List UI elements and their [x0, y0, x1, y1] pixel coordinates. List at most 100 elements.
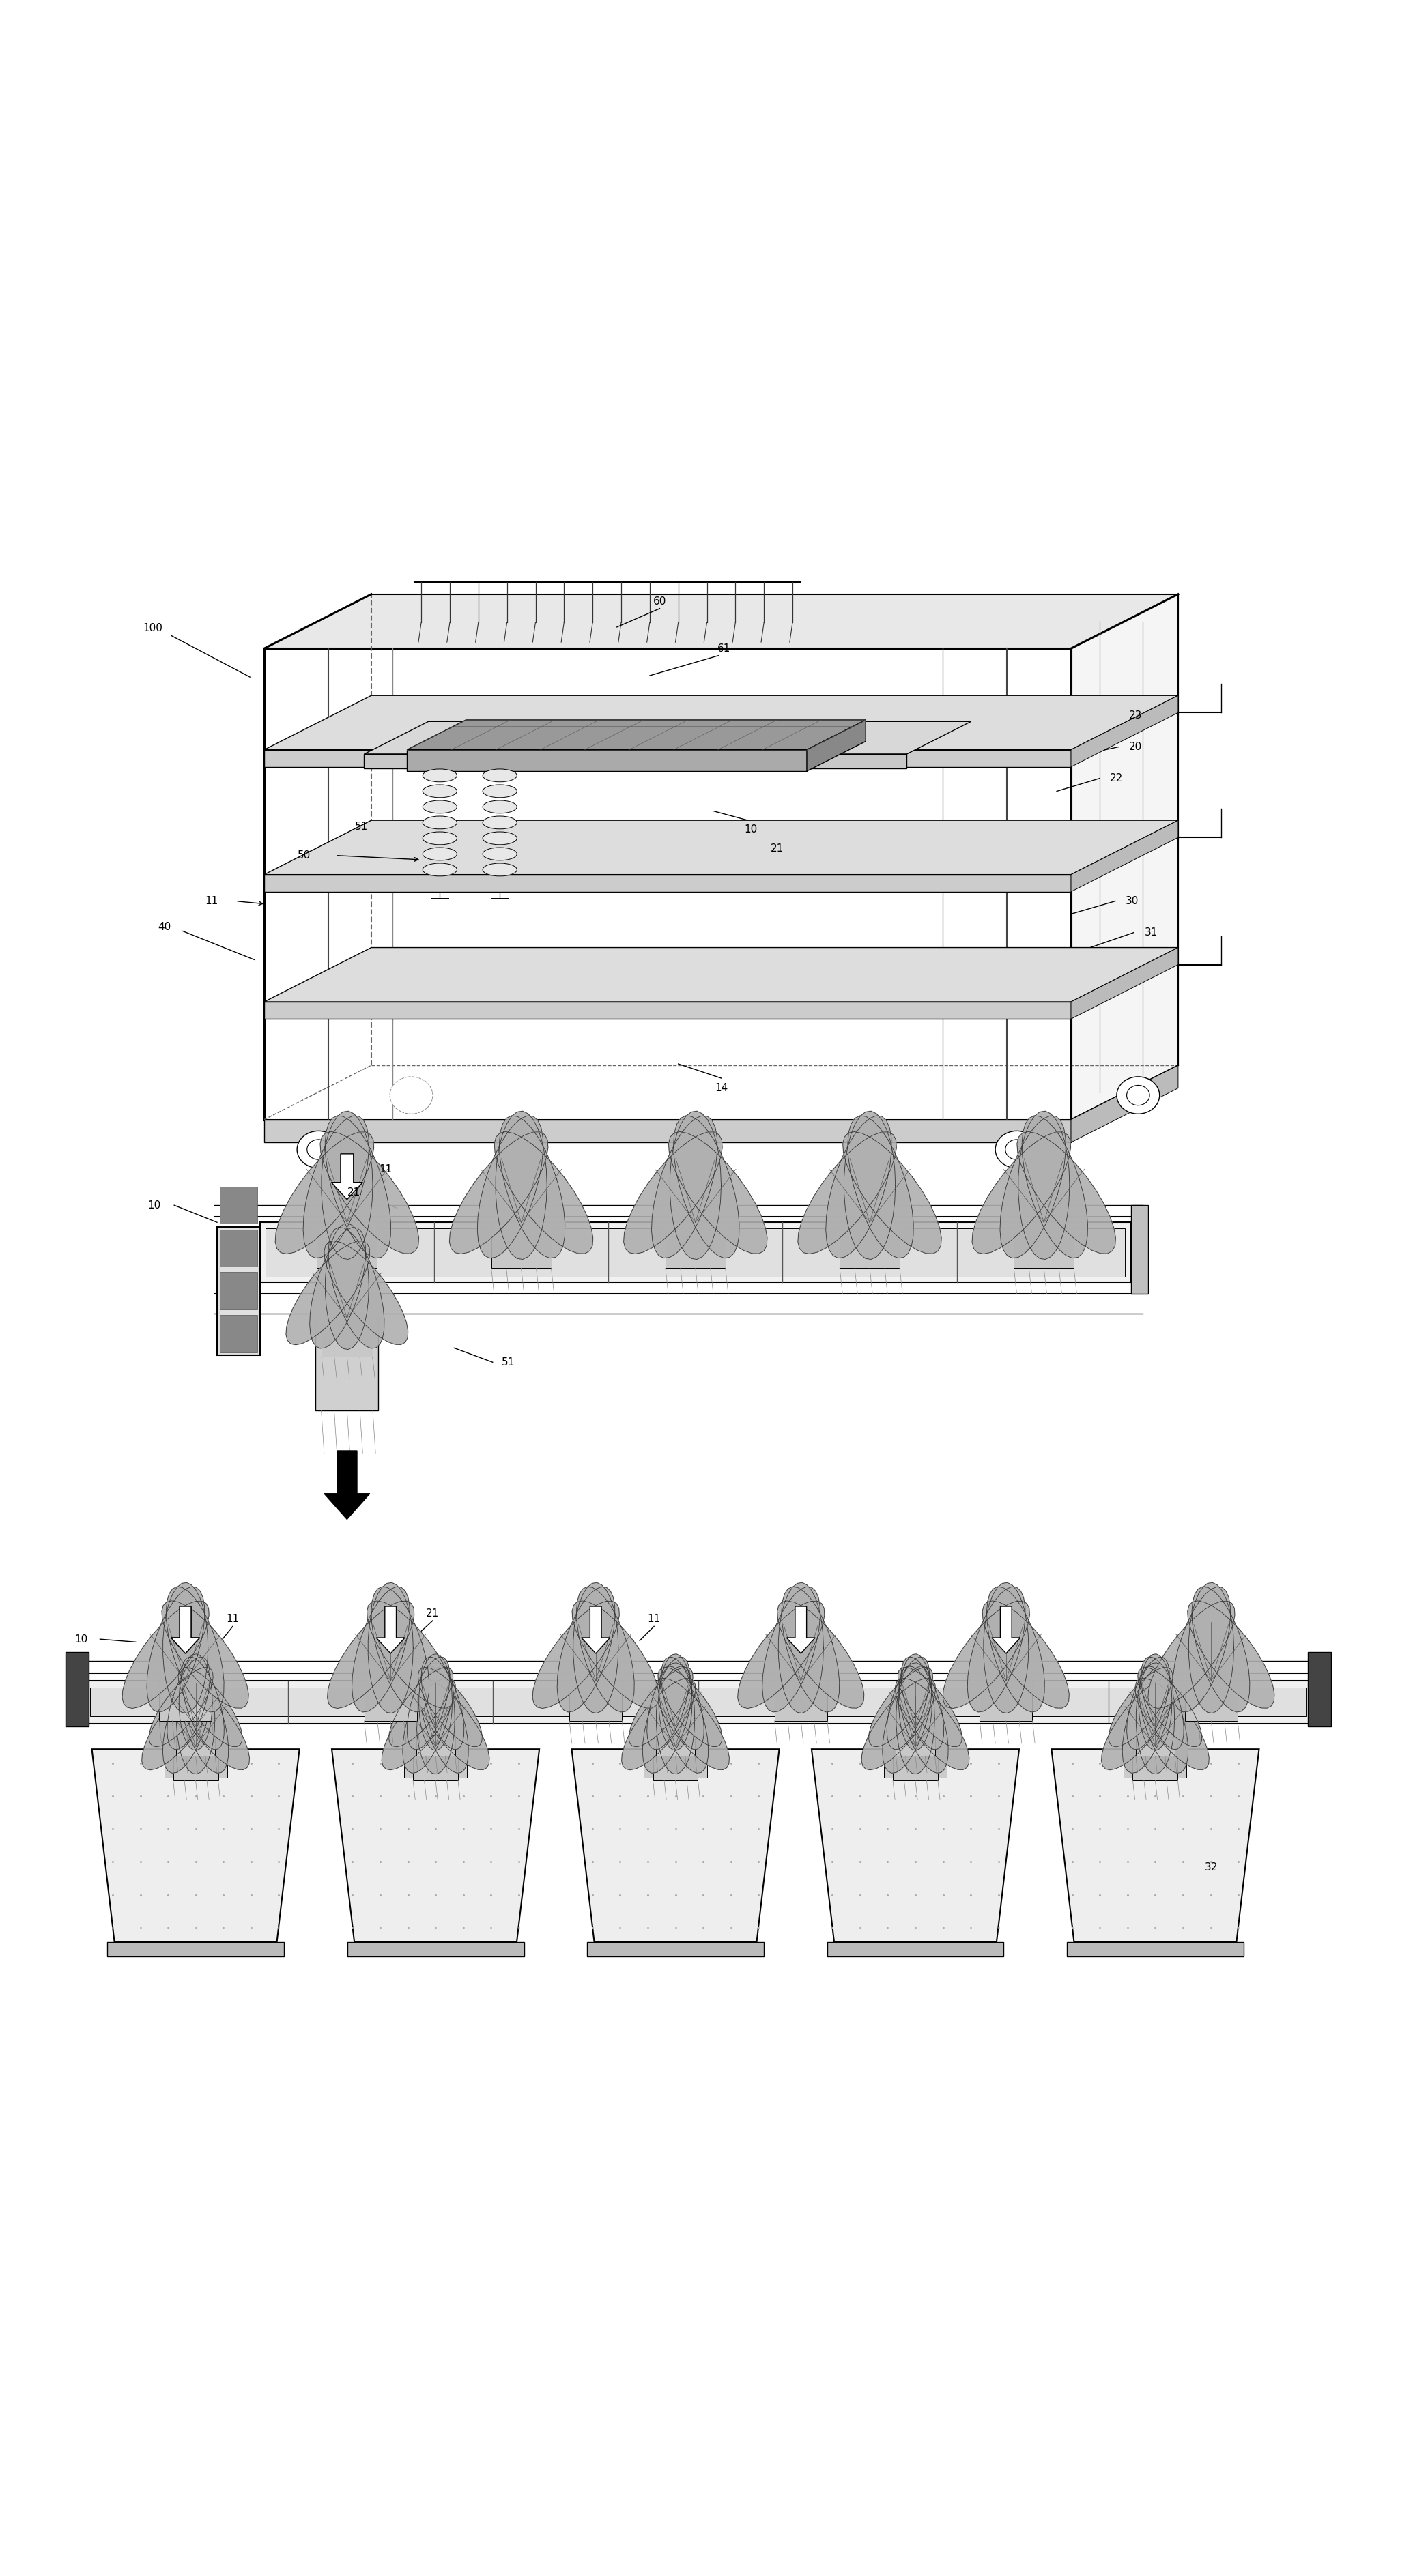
Text: 51: 51: [501, 1358, 516, 1368]
Polygon shape: [276, 1131, 374, 1255]
Polygon shape: [1071, 1066, 1178, 1141]
Polygon shape: [811, 1749, 1020, 1942]
Polygon shape: [1067, 1942, 1244, 1955]
Polygon shape: [149, 1667, 213, 1747]
Polygon shape: [367, 1600, 454, 1708]
Polygon shape: [1148, 1602, 1235, 1708]
Polygon shape: [327, 1602, 414, 1708]
Text: 50: 50: [297, 850, 311, 860]
Ellipse shape: [483, 770, 517, 783]
Polygon shape: [1017, 1131, 1115, 1255]
Bar: [893, 1747, 938, 1780]
Polygon shape: [326, 1224, 368, 1350]
Text: 11: 11: [378, 1164, 393, 1175]
Polygon shape: [1018, 1110, 1070, 1260]
Polygon shape: [987, 1587, 1044, 1713]
Polygon shape: [264, 1002, 1071, 1020]
Text: 23: 23: [1128, 711, 1142, 721]
Polygon shape: [324, 1242, 408, 1345]
Polygon shape: [573, 1582, 618, 1713]
Bar: [665, 1224, 725, 1267]
Polygon shape: [674, 1115, 740, 1257]
Ellipse shape: [423, 817, 457, 829]
Bar: [1124, 1747, 1187, 1777]
Polygon shape: [658, 1667, 723, 1747]
Text: 31: 31: [1144, 927, 1158, 938]
Text: 30: 30: [1125, 896, 1140, 907]
Polygon shape: [1101, 1680, 1175, 1770]
Polygon shape: [407, 1656, 450, 1749]
Bar: [491, 1224, 551, 1267]
Bar: [321, 1319, 373, 1358]
Polygon shape: [388, 1667, 453, 1747]
Polygon shape: [763, 1587, 820, 1713]
Ellipse shape: [1127, 1084, 1150, 1105]
Bar: [66, 1651, 89, 1726]
Bar: [220, 1188, 257, 1224]
Polygon shape: [1188, 1600, 1274, 1708]
Polygon shape: [167, 1656, 210, 1749]
Polygon shape: [320, 1131, 418, 1255]
Ellipse shape: [483, 817, 517, 829]
Bar: [173, 1747, 218, 1780]
Polygon shape: [1108, 1667, 1172, 1747]
Polygon shape: [91, 1749, 300, 1942]
Polygon shape: [1138, 1667, 1188, 1772]
Polygon shape: [163, 1582, 208, 1713]
Polygon shape: [738, 1602, 824, 1708]
Polygon shape: [657, 1664, 694, 1775]
Polygon shape: [778, 1582, 824, 1713]
Polygon shape: [972, 1131, 1071, 1255]
Text: 21: 21: [770, 842, 784, 853]
Polygon shape: [368, 1582, 413, 1713]
Polygon shape: [494, 1131, 593, 1255]
Polygon shape: [178, 1654, 213, 1749]
Ellipse shape: [483, 863, 517, 876]
Polygon shape: [418, 1654, 453, 1749]
Polygon shape: [573, 1600, 658, 1708]
Polygon shape: [1138, 1654, 1172, 1749]
Polygon shape: [781, 1587, 840, 1713]
Polygon shape: [407, 719, 865, 750]
Bar: [90, 1687, 1307, 1716]
Polygon shape: [418, 1667, 483, 1747]
Ellipse shape: [423, 786, 457, 799]
Bar: [1308, 1651, 1331, 1726]
Ellipse shape: [307, 1139, 330, 1159]
Text: 14: 14: [714, 1082, 728, 1092]
Bar: [266, 1229, 1125, 1278]
Polygon shape: [898, 1667, 962, 1747]
Text: 10: 10: [147, 1200, 161, 1211]
Text: 40: 40: [157, 922, 171, 933]
Text: 32: 32: [1204, 1862, 1218, 1873]
Polygon shape: [264, 948, 1178, 1002]
Polygon shape: [807, 719, 865, 770]
Bar: [164, 1747, 227, 1777]
Bar: [884, 1747, 947, 1777]
Polygon shape: [982, 1600, 1070, 1708]
Polygon shape: [303, 1115, 368, 1257]
Bar: [840, 1224, 900, 1267]
Ellipse shape: [423, 848, 457, 860]
Polygon shape: [407, 750, 807, 770]
Polygon shape: [621, 1680, 695, 1770]
Polygon shape: [651, 1115, 717, 1257]
Polygon shape: [264, 696, 1178, 750]
Polygon shape: [628, 1667, 693, 1747]
Polygon shape: [141, 1680, 216, 1770]
FancyArrow shape: [171, 1607, 200, 1654]
Polygon shape: [844, 1110, 895, 1260]
Bar: [83, 1680, 1314, 1723]
Polygon shape: [1071, 948, 1178, 1020]
Text: 100: 100: [143, 623, 163, 634]
FancyArrow shape: [324, 1450, 370, 1520]
Polygon shape: [624, 1131, 723, 1255]
Bar: [653, 1747, 698, 1780]
Polygon shape: [178, 1667, 228, 1772]
Ellipse shape: [483, 801, 517, 814]
Polygon shape: [321, 1110, 373, 1260]
Bar: [1131, 1206, 1148, 1293]
Polygon shape: [176, 1677, 250, 1770]
Polygon shape: [897, 1664, 934, 1775]
Polygon shape: [166, 1587, 224, 1713]
